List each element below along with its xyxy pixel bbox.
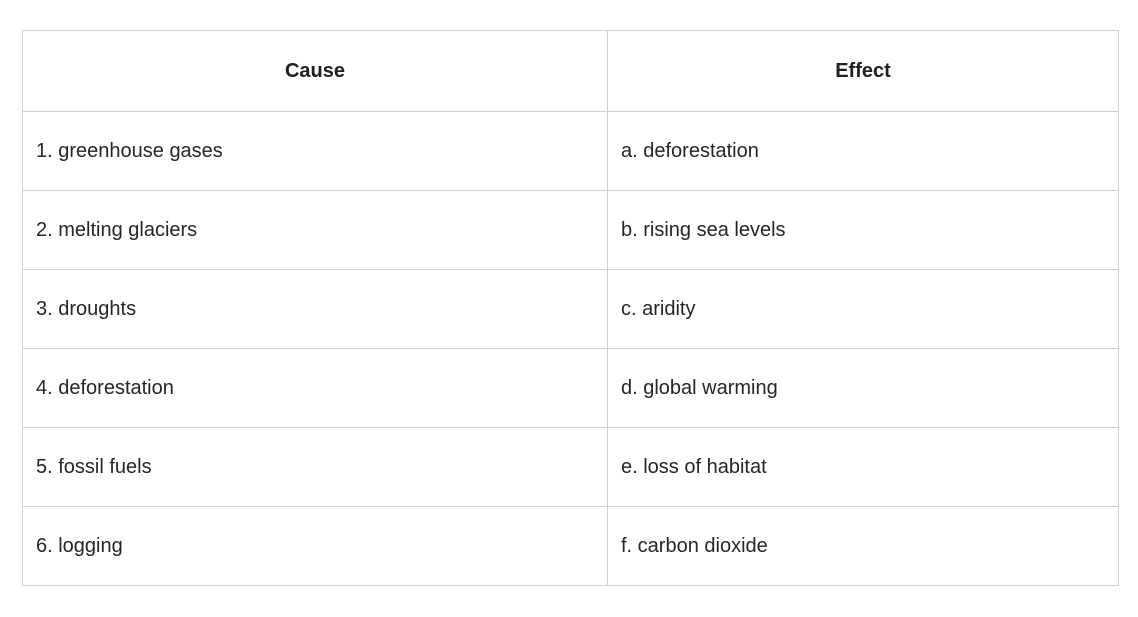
- cause-cell: 1. greenhouse gases: [22, 111, 608, 191]
- effect-cell: a. deforestation: [607, 111, 1119, 191]
- cause-effect-table: Cause Effect 1. greenhouse gases a. defo…: [22, 30, 1119, 586]
- effect-cell: f. carbon dioxide: [607, 506, 1119, 586]
- table-row: 1. greenhouse gases a. deforestation: [22, 111, 1119, 191]
- effect-cell: c. aridity: [607, 269, 1119, 349]
- table-row: 3. droughts c. aridity: [22, 269, 1119, 349]
- table-row: 4. deforestation d. global warming: [22, 348, 1119, 428]
- table-row: 5. fossil fuels e. loss of habitat: [22, 427, 1119, 507]
- column-header-cause: Cause: [22, 30, 608, 112]
- table-row: 6. logging f. carbon dioxide: [22, 506, 1119, 586]
- table-row: 2. melting glaciers b. rising sea levels: [22, 190, 1119, 270]
- cause-cell: 4. deforestation: [22, 348, 608, 428]
- effect-cell: d. global warming: [607, 348, 1119, 428]
- column-header-effect: Effect: [607, 30, 1119, 112]
- effect-cell: e. loss of habitat: [607, 427, 1119, 507]
- cause-cell: 6. logging: [22, 506, 608, 586]
- cause-cell: 5. fossil fuels: [22, 427, 608, 507]
- effect-cell: b. rising sea levels: [607, 190, 1119, 270]
- cause-cell: 3. droughts: [22, 269, 608, 349]
- cause-effect-table-container: Cause Effect 1. greenhouse gases a. defo…: [22, 30, 1119, 586]
- table-header-row: Cause Effect: [22, 30, 1119, 112]
- cause-cell: 2. melting glaciers: [22, 190, 608, 270]
